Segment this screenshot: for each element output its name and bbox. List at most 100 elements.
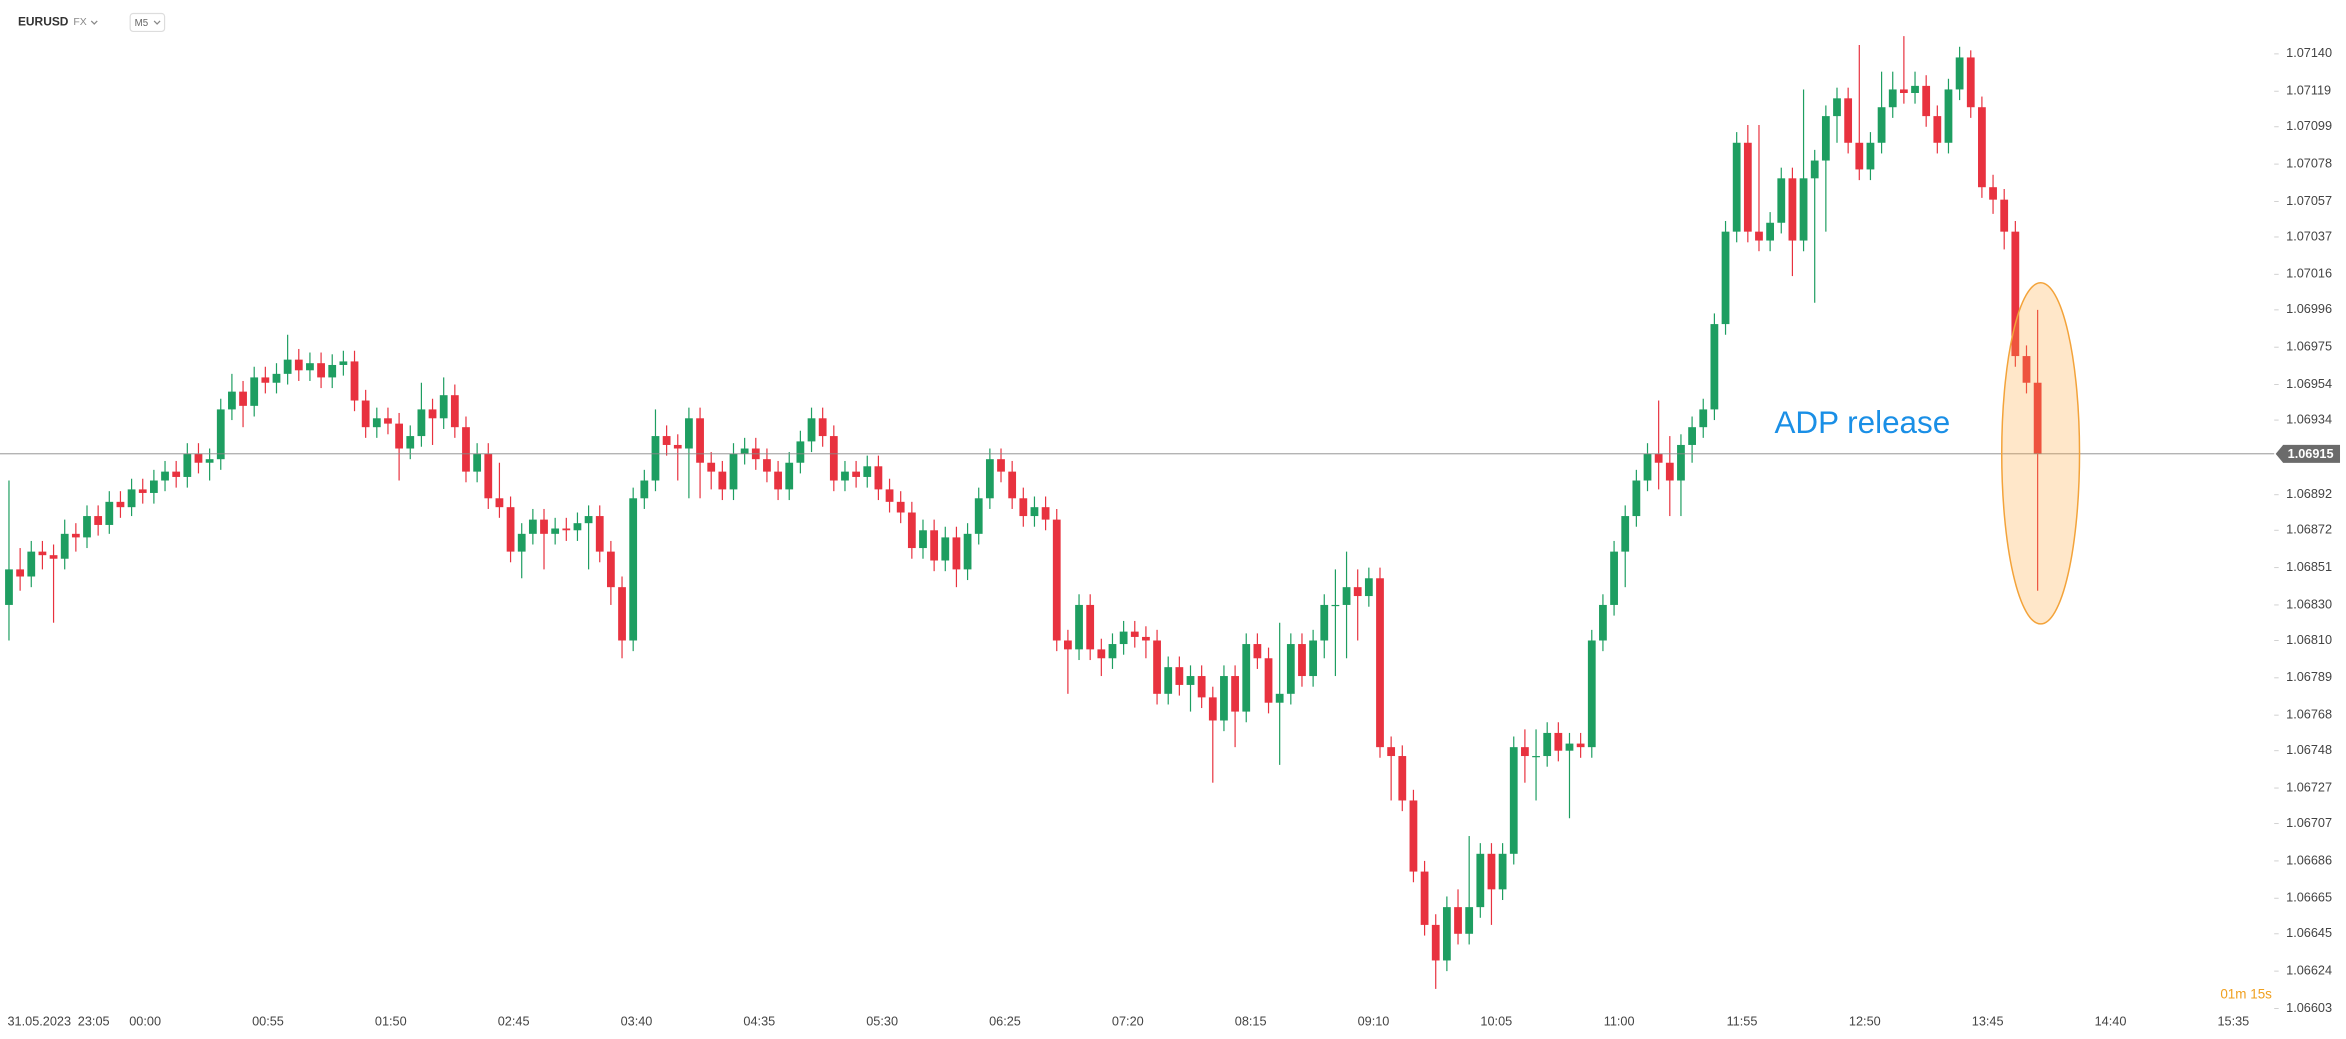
candle-body xyxy=(997,459,1005,472)
candle-body xyxy=(339,361,348,365)
candle-body xyxy=(1699,409,1708,428)
candle-body xyxy=(729,453,738,490)
candle-body xyxy=(1342,587,1351,605)
candle-body xyxy=(1153,640,1161,694)
market[interactable]: FX xyxy=(73,17,86,28)
candle-body xyxy=(1587,640,1596,748)
x-tick-label: 04:35 xyxy=(743,1013,775,1028)
candle-body xyxy=(495,498,504,508)
candle-body xyxy=(149,480,158,493)
x-tick-label: 00:00 xyxy=(129,1013,161,1028)
x-tick-label: 05:30 xyxy=(866,1013,898,1028)
x-tick-label: 13:45 xyxy=(1972,1013,2004,1028)
candle-body xyxy=(1253,644,1262,659)
candle-body xyxy=(1978,107,1986,188)
candle-body xyxy=(1888,89,1897,108)
x-tick-label: 12:50 xyxy=(1849,1013,1881,1028)
candle-body xyxy=(1565,743,1574,751)
y-tick-label: 1.06892 xyxy=(2286,486,2332,501)
candle-body xyxy=(506,507,515,552)
candle-body xyxy=(540,519,548,534)
candle-body xyxy=(640,480,649,499)
x-tick-label: 00:55 xyxy=(252,1013,284,1028)
y-tick-label: 1.07119 xyxy=(2286,83,2331,98)
candle-body xyxy=(406,436,415,449)
x-tick-label: 14:40 xyxy=(2095,1013,2127,1028)
candle-body xyxy=(1532,756,1540,758)
timeframe[interactable]: M5 xyxy=(135,18,149,29)
candle-body xyxy=(194,453,203,463)
x-tick-label: 15:35 xyxy=(2217,1013,2249,1028)
candle-body xyxy=(785,462,794,490)
candle-body xyxy=(696,418,704,463)
candle-body xyxy=(1130,631,1139,637)
x-tick-label: 03:40 xyxy=(621,1013,653,1028)
candle-body xyxy=(930,530,939,561)
candle-body xyxy=(484,453,493,499)
y-tick-label: 1.07057 xyxy=(2286,193,2332,208)
candle-body xyxy=(361,400,370,428)
candle-body xyxy=(1966,57,1975,108)
y-tick-label: 1.06748 xyxy=(2286,742,2332,757)
candle-body xyxy=(963,533,972,570)
candle-body xyxy=(1041,507,1050,520)
candle-body xyxy=(1331,604,1340,607)
x-tick-label: 11:00 xyxy=(1604,1013,1635,1028)
candle-body xyxy=(774,471,782,490)
y-tick-label: 1.06851 xyxy=(2286,559,2332,574)
candle-body xyxy=(1108,644,1117,659)
y-tick-label: 1.06645 xyxy=(2286,925,2332,940)
candle-body xyxy=(618,587,626,641)
candle-body xyxy=(1732,142,1741,232)
candle-body xyxy=(1275,693,1284,703)
candle-body xyxy=(1008,471,1017,499)
candle-body xyxy=(439,395,448,419)
timeframe-button[interactable] xyxy=(129,12,166,33)
candle-body xyxy=(183,453,192,477)
candle-body xyxy=(462,427,470,472)
candle-body xyxy=(1866,142,1875,170)
candle-body xyxy=(662,436,671,445)
candle-body xyxy=(1576,743,1585,748)
candle-body xyxy=(1175,667,1184,685)
candle-body xyxy=(517,533,526,552)
candle-body xyxy=(852,471,861,477)
candle-body xyxy=(1197,676,1206,698)
y-tick-label: 1.06727 xyxy=(2286,779,2332,794)
candle-body xyxy=(584,516,593,524)
x-tick-label: 07:20 xyxy=(1112,1013,1144,1028)
candle-body xyxy=(829,436,838,481)
candle-body xyxy=(1454,907,1462,934)
candle-body xyxy=(306,363,314,371)
candle-body xyxy=(1097,649,1106,659)
symbol[interactable]: EURUSD xyxy=(18,15,69,29)
current-price-label: 1.06915 xyxy=(2288,446,2334,461)
candle-body xyxy=(205,459,214,463)
candle-body xyxy=(317,363,325,378)
candle-body xyxy=(1610,551,1618,605)
candle-body xyxy=(1755,231,1763,241)
candle-body xyxy=(116,501,125,508)
candle-body xyxy=(528,519,537,534)
candle-body xyxy=(161,471,169,481)
candle-body xyxy=(1231,676,1239,712)
x-tick-label: 11:55 xyxy=(1727,1013,1758,1028)
y-tick-label: 1.06954 xyxy=(2286,376,2332,391)
candle-body xyxy=(1521,747,1529,757)
candle-body xyxy=(1554,732,1563,751)
candle-body xyxy=(239,391,247,406)
candle-body xyxy=(673,444,682,449)
candle-body xyxy=(250,377,259,406)
countdown: 01m 15s xyxy=(2220,987,2272,1002)
candle-body xyxy=(1208,697,1217,721)
y-tick-label: 1.06872 xyxy=(2286,522,2332,537)
candle-body xyxy=(1030,507,1039,517)
candle-body xyxy=(1844,98,1853,143)
y-tick-label: 1.06934 xyxy=(2286,411,2332,426)
candle-body xyxy=(5,569,13,605)
timeframe-caret xyxy=(153,20,161,25)
candle-body xyxy=(1476,853,1485,908)
x-tick-label: 10:05 xyxy=(1480,1013,1512,1028)
candle-body xyxy=(1409,800,1418,872)
